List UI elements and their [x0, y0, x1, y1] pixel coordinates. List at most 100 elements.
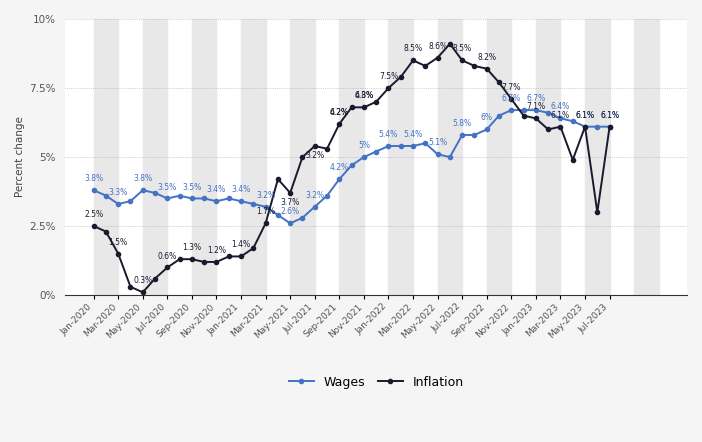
- Inflation: [151, 276, 159, 281]
- Wages: [544, 110, 552, 115]
- Inflation: [200, 259, 208, 265]
- Wages: [507, 107, 515, 113]
- Wages: [347, 163, 356, 168]
- Wages: [335, 176, 343, 182]
- Text: 6.2%: 6.2%: [330, 108, 349, 117]
- Inflation: [409, 58, 417, 63]
- Inflation: [212, 259, 220, 265]
- Wages: [323, 193, 331, 198]
- Text: 8.6%: 8.6%: [428, 42, 447, 51]
- Wages: [176, 193, 184, 198]
- Wages: [298, 215, 307, 221]
- Inflation: [605, 124, 614, 130]
- Inflation: [335, 121, 343, 126]
- Inflation: [102, 229, 110, 234]
- Legend: Wages, Inflation: Wages, Inflation: [284, 371, 469, 394]
- Wages: [151, 190, 159, 195]
- Inflation: [569, 157, 577, 163]
- Wages: [482, 127, 491, 132]
- Text: 3.8%: 3.8%: [133, 174, 152, 183]
- Text: 6.8%: 6.8%: [355, 91, 373, 100]
- Text: 4.2%: 4.2%: [330, 163, 349, 172]
- Text: 6.1%: 6.1%: [600, 111, 619, 120]
- Inflation: [421, 63, 430, 69]
- Text: 3.4%: 3.4%: [232, 185, 251, 194]
- Text: 6.1%: 6.1%: [600, 111, 619, 120]
- Inflation: [126, 284, 135, 290]
- Wages: [237, 198, 245, 204]
- Inflation: [544, 127, 552, 132]
- Text: 3.2%: 3.2%: [305, 191, 324, 200]
- Text: 6.1%: 6.1%: [576, 111, 595, 120]
- Wages: [359, 154, 368, 160]
- Wages: [519, 107, 528, 113]
- Text: 6.1%: 6.1%: [551, 111, 570, 120]
- Bar: [634, 19, 658, 295]
- Wages: [286, 221, 294, 226]
- Inflation: [225, 254, 233, 259]
- Bar: [143, 19, 167, 295]
- Text: 5.4%: 5.4%: [404, 130, 423, 139]
- Inflation: [163, 265, 171, 270]
- Bar: [93, 19, 118, 295]
- Wages: [200, 196, 208, 201]
- Inflation: [237, 254, 245, 259]
- Wages: [187, 196, 196, 201]
- Text: 7.5%: 7.5%: [379, 72, 398, 81]
- Inflation: [458, 58, 466, 63]
- Wages: [384, 143, 392, 149]
- Inflation: [581, 124, 589, 130]
- Wages: [446, 154, 454, 160]
- Text: 3.5%: 3.5%: [158, 183, 177, 191]
- Inflation: [372, 99, 380, 104]
- Line: Inflation: Inflation: [91, 42, 611, 294]
- Bar: [388, 19, 413, 295]
- Text: 5.8%: 5.8%: [453, 119, 472, 128]
- Wages: [274, 212, 282, 217]
- Wages: [310, 204, 319, 210]
- Inflation: [138, 290, 147, 295]
- Inflation: [433, 55, 442, 60]
- Wages: [138, 187, 147, 193]
- Inflation: [298, 154, 307, 160]
- Text: 8.5%: 8.5%: [453, 45, 472, 53]
- Text: 1.2%: 1.2%: [207, 246, 226, 255]
- Wages: [212, 198, 220, 204]
- Text: 4.2%: 4.2%: [330, 108, 349, 117]
- Wages: [102, 193, 110, 198]
- Text: 3.4%: 3.4%: [207, 185, 226, 194]
- Bar: [192, 19, 216, 295]
- Wages: [593, 124, 602, 130]
- Inflation: [323, 146, 331, 152]
- Inflation: [482, 66, 491, 71]
- Bar: [437, 19, 462, 295]
- Inflation: [89, 223, 98, 229]
- Text: 3.2%: 3.2%: [305, 151, 324, 160]
- Text: 3.3%: 3.3%: [109, 188, 128, 197]
- Wages: [126, 198, 135, 204]
- Wages: [458, 132, 466, 137]
- Text: 6%: 6%: [481, 114, 493, 122]
- Text: 3.2%: 3.2%: [256, 191, 275, 200]
- Text: 1.5%: 1.5%: [109, 238, 128, 247]
- Wages: [163, 196, 171, 201]
- Text: 6.7%: 6.7%: [502, 94, 521, 103]
- Wages: [495, 113, 503, 118]
- Inflation: [446, 41, 454, 46]
- Text: 7.1%: 7.1%: [526, 103, 545, 111]
- Text: 3.8%: 3.8%: [84, 174, 103, 183]
- Wages: [581, 124, 589, 130]
- Text: 8.5%: 8.5%: [404, 45, 423, 53]
- Bar: [486, 19, 511, 295]
- Text: 0.3%: 0.3%: [133, 276, 152, 286]
- Wages: [569, 118, 577, 124]
- Line: Wages: Wages: [91, 108, 611, 225]
- Wages: [531, 107, 540, 113]
- Text: 3.7%: 3.7%: [281, 198, 300, 207]
- Inflation: [593, 210, 602, 215]
- Wages: [433, 152, 442, 157]
- Wages: [261, 204, 270, 210]
- Inflation: [384, 85, 392, 91]
- Inflation: [495, 80, 503, 85]
- Wages: [605, 124, 614, 130]
